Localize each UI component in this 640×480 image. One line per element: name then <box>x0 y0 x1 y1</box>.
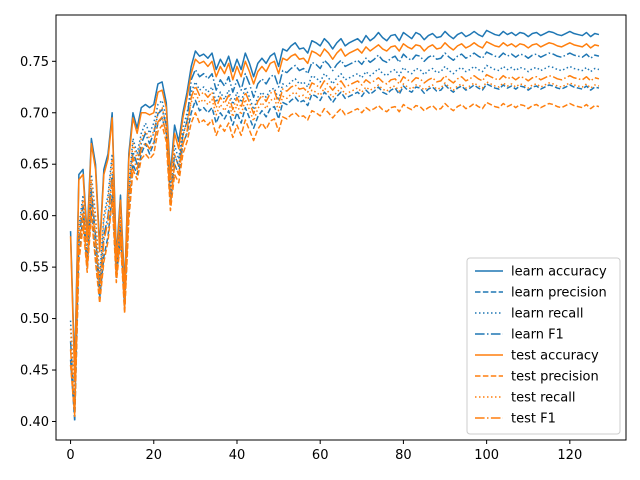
y-tick-label: 0.75 <box>20 55 49 70</box>
legend-label: test recall <box>511 391 576 406</box>
series-line-test-f1 <box>69 73 600 414</box>
y-tick-label: 0.70 <box>20 106 49 121</box>
x-tick-label: 60 <box>312 448 329 463</box>
x-axis: 0 20 40 60 80 100 120 <box>66 440 582 463</box>
legend-label: learn recall <box>511 307 583 322</box>
legend: learn accuracy learn precision learn recal… <box>466 257 621 435</box>
legend-label: test accuracy <box>511 349 599 364</box>
y-tick-label: 0.45 <box>20 364 49 379</box>
y-tick-label: 0.40 <box>20 415 49 430</box>
x-tick-label: 0 <box>66 448 74 463</box>
legend-box <box>466 257 621 435</box>
series-line-test-recall <box>69 81 600 407</box>
y-tick-label: 0.60 <box>20 209 49 224</box>
series-line-learn-accuracy <box>69 29 600 371</box>
y-tick-label: 0.55 <box>20 261 49 276</box>
x-tick-label: 40 <box>229 448 246 463</box>
y-tick-label: 0.65 <box>20 158 49 173</box>
y-tick-label: 0.50 <box>20 312 49 327</box>
series-line-test-precision <box>69 101 600 418</box>
series-line-learn-f1 <box>69 51 600 412</box>
x-tick-label: 120 <box>557 448 582 463</box>
axes-frame <box>55 14 627 441</box>
series-line-learn-recall <box>69 64 600 402</box>
legend-label: test precision <box>511 370 599 385</box>
series-line-test-accuracy <box>69 41 600 382</box>
legend-label: learn F1 <box>511 328 564 343</box>
legend-label: learn accuracy <box>511 265 607 280</box>
legend-label: test F1 <box>511 412 556 427</box>
y-axis: 0.40 0.45 0.50 0.55 0.60 0.65 0.70 0.75 <box>20 55 56 430</box>
legend-label: learn precision <box>511 286 607 301</box>
x-tick-label: 80 <box>395 448 412 463</box>
x-tick-label: 20 <box>146 448 163 463</box>
x-tick-label: 100 <box>474 448 499 463</box>
plot-area <box>69 29 600 423</box>
series-line-learn-precision <box>69 83 600 423</box>
